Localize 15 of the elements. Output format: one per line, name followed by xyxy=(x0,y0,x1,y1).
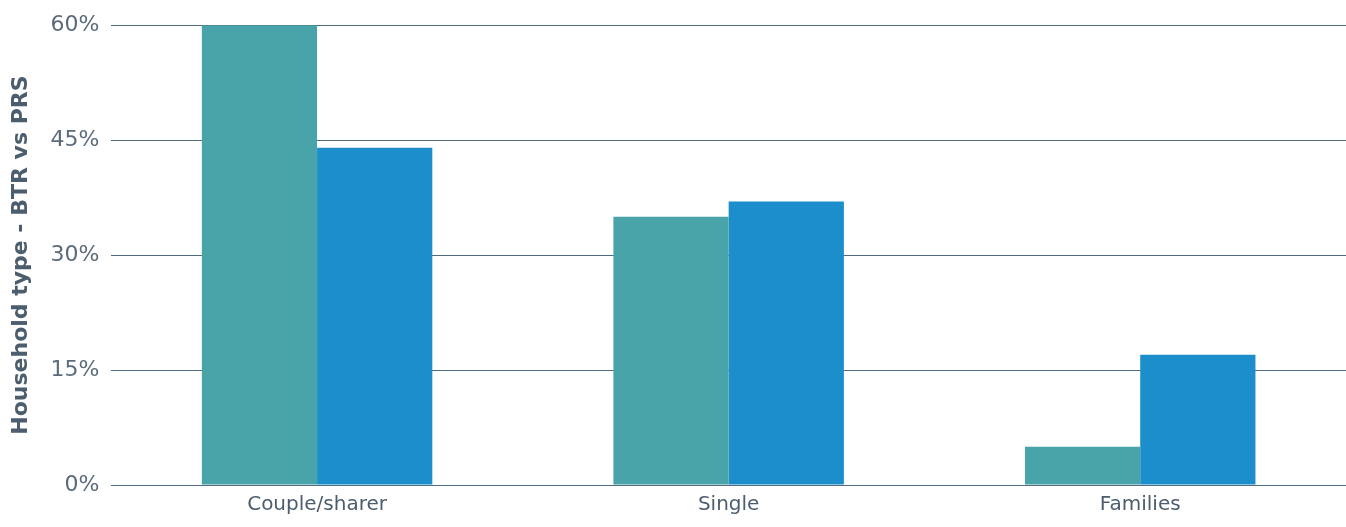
bar xyxy=(201,25,318,485)
x-tick-label: Couple/sharer xyxy=(247,491,388,516)
y-tick-label: 60% xyxy=(50,10,100,36)
y-tick-label: 0% xyxy=(64,470,100,496)
bar xyxy=(613,216,729,485)
bar xyxy=(317,147,433,485)
bar xyxy=(1024,446,1141,485)
x-tick-label: Families xyxy=(1099,491,1181,516)
x-tick-label: Single xyxy=(697,491,760,516)
y-axis-title: Household type - BTR vs PRS xyxy=(6,75,32,435)
y-tick-label: 45% xyxy=(50,125,100,151)
y-tick-label: 15% xyxy=(50,355,100,381)
bar xyxy=(728,201,844,485)
bar xyxy=(1140,354,1256,485)
y-tick-label: 30% xyxy=(50,240,100,266)
